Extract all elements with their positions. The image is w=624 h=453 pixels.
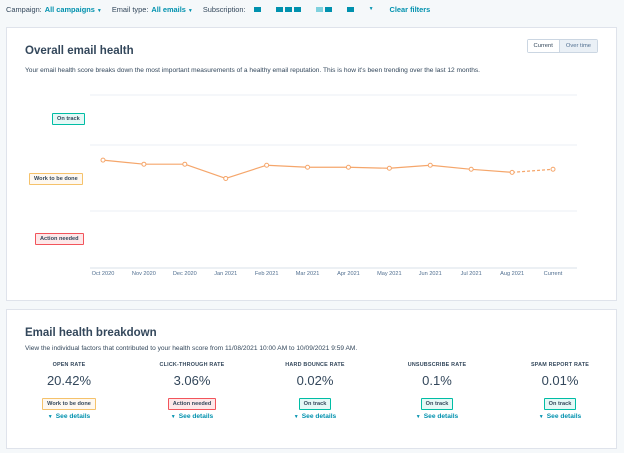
x-tick-label: Jun 2021 [419, 271, 442, 277]
series-segment [225, 164, 267, 180]
series-segment [184, 163, 226, 180]
series-segment [102, 159, 144, 165]
metric-open-rate: OPEN RATE 20.42% Work to be done ▼ See de… [29, 362, 109, 420]
see-details-label: See details [546, 413, 582, 420]
filter-bar: Campaign: All campaigns ▼ Email type: All… [0, 0, 624, 18]
data-point [305, 164, 311, 170]
metric-spam-report-rate: SPAM REPORT RATE 0.01% On track ▼ See det… [520, 362, 600, 420]
x-tick-label: Jan 2021 [214, 271, 237, 277]
metric-unsubscribe-rate: UNSUBSCRIBE RATE 0.1% On track ▼ See deta… [397, 362, 477, 420]
data-point [509, 169, 515, 175]
data-point [182, 161, 188, 167]
metric-value: 3.06% [173, 373, 211, 388]
metric-value: 20.42% [46, 373, 92, 388]
metric-name: HARD BOUNCE RATE [285, 362, 345, 368]
subscription-type-icon [346, 6, 354, 12]
email-health-chart: Oct 2020 Nov 2020 Dec 2020 Jan 2021 Feb 2021… [90, 94, 577, 277]
see-details-label: See details [423, 413, 459, 420]
status-badge: Work to be done [42, 398, 96, 410]
campaign-filter-dropdown[interactable]: All campaigns ▼ [45, 5, 102, 14]
card-title: Overall email health [25, 45, 134, 57]
series-segment [430, 164, 472, 170]
chevron-down-icon: ▼ [96, 7, 102, 14]
data-point [427, 162, 433, 168]
data-point [345, 164, 351, 170]
current-toggle-button[interactable]: Current [527, 40, 560, 52]
x-tick-label: May 2021 [377, 271, 402, 277]
see-details-label: See details [178, 413, 214, 420]
series-segment [266, 164, 308, 168]
chevron-down-icon: ▼ [170, 414, 176, 420]
chevron-down-icon: ▼ [368, 6, 374, 12]
chevron-down-icon: ▼ [47, 414, 53, 420]
email-type-filter-value: All emails [151, 4, 186, 14]
x-tick-label: Apr 2021 [337, 271, 360, 277]
metric-name: UNSUBSCRIBE RATE [407, 362, 467, 368]
metric-value: 0.02% [296, 373, 334, 388]
x-tick-label: Current [544, 271, 563, 277]
metric-name: SPAM REPORT RATE [530, 362, 590, 368]
status-badge: On track [298, 398, 332, 410]
data-point [223, 175, 229, 181]
series-segment [348, 166, 390, 169]
status-badge: Action needed [167, 398, 217, 410]
status-badge: On track [420, 398, 454, 410]
overall-email-health-card: Overall email health Your email health s… [6, 27, 617, 301]
clear-filters-link[interactable]: Clear filters [389, 4, 431, 14]
data-point [141, 161, 147, 167]
over-time-toggle-button[interactable]: Over time [559, 40, 597, 52]
data-point [386, 165, 392, 171]
band-label-action-needed: Action needed [35, 233, 84, 245]
see-details-link[interactable]: ▼ See details [520, 413, 600, 420]
see-details-link[interactable]: ▼ See details [29, 413, 109, 420]
subscription-filter-dropdown[interactable]: ▼ [253, 6, 374, 12]
campaign-filter-label: Campaign: [6, 4, 42, 14]
subscription-filter-label: Subscription: [202, 4, 246, 14]
email-type-filter-label: Email type: [111, 4, 149, 14]
data-point [550, 166, 556, 172]
metric-hard-bounce-rate: HARD BOUNCE RATE 0.02% On track ▼ See det… [275, 362, 355, 420]
x-tick-label: Feb 2021 [255, 271, 279, 277]
card-description: View the individual factors that contrib… [25, 345, 358, 352]
chevron-down-icon: ▼ [187, 7, 193, 14]
see-details-link[interactable]: ▼ See details [275, 413, 355, 420]
status-badge: On track [543, 398, 577, 410]
band-label-work-to-be-done: Work to be done [29, 173, 83, 185]
see-details-label: See details [55, 413, 91, 420]
series-segment [389, 164, 431, 169]
x-tick-label: Aug 2021 [500, 271, 524, 277]
metric-value: 0.01% [541, 373, 579, 388]
x-tick-label: Oct 2020 [92, 271, 115, 277]
campaign-filter-value: All campaigns [44, 4, 95, 14]
email-health-breakdown-card: Email health breakdown View the individu… [6, 309, 617, 449]
metric-name: OPEN RATE [52, 362, 86, 368]
subscription-type-icon [315, 6, 332, 12]
see-details-link[interactable]: ▼ See details [397, 413, 477, 420]
subscription-type-icon [275, 6, 301, 12]
x-tick-label: Nov 2020 [132, 271, 156, 277]
band-label-on-track: On track [52, 113, 85, 125]
metric-name: CLICK-THROUGH RATE [159, 362, 225, 368]
see-details-label: See details [301, 413, 337, 420]
data-point [264, 162, 270, 168]
metric-value: 0.1% [422, 373, 452, 388]
chevron-down-icon: ▼ [415, 414, 421, 420]
card-description: Your email health score breaks down the … [25, 67, 481, 74]
x-tick-label: Dec 2020 [173, 271, 197, 277]
email-type-filter-dropdown[interactable]: All emails ▼ [151, 5, 192, 14]
x-tick-label: Mar 2021 [296, 271, 320, 277]
view-toggle: Current Over time [526, 39, 598, 53]
card-title: Email health breakdown [25, 327, 157, 339]
series-segment [471, 168, 513, 173]
chevron-down-icon: ▼ [293, 414, 299, 420]
chevron-down-icon: ▼ [538, 414, 544, 420]
data-point [468, 166, 474, 172]
metric-click-through-rate: CLICK-THROUGH RATE 3.06% Action needed ▼… [152, 362, 232, 420]
subscription-type-icon [253, 6, 261, 12]
x-tick-label: Jul 2021 [461, 271, 482, 277]
projected-segment [512, 168, 554, 173]
metrics-row: OPEN RATE 20.42% Work to be done ▼ See de… [7, 362, 618, 442]
data-point [100, 157, 106, 163]
see-details-link[interactable]: ▼ See details [152, 413, 232, 420]
